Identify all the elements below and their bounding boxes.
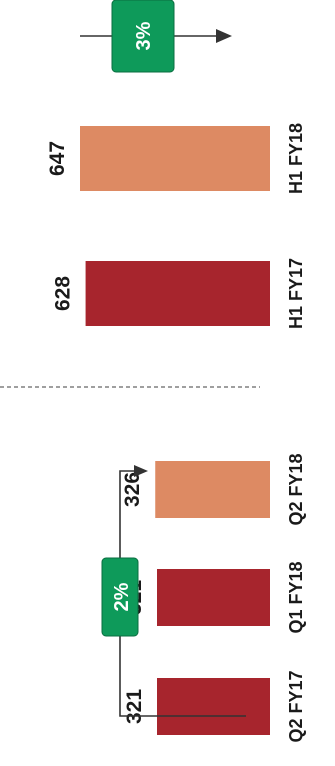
tick-label: Q2 FY17 [286,670,306,742]
growth-badge-1 [101,557,139,637]
bar-h1-fy18 [80,126,270,191]
tick-label: H1 FY17 [286,258,306,329]
growth-badge-2 [111,0,175,73]
value-label: 628 [52,276,75,311]
value-label: 321 [123,689,146,724]
bar-q2-fy17 [157,678,270,735]
value-label: 647 [46,141,69,176]
growth-badge-2-label: 3% [133,21,155,50]
tick-label: H1 FY18 [286,123,306,194]
value-label: 326 [121,472,144,507]
tick-label: Q1 FY18 [286,561,306,633]
arrowhead-1 [134,465,148,477]
bar-h1-fy17 [85,261,270,326]
bar-q1-fy18 [157,569,270,626]
bar-q2-fy18 [155,461,270,518]
arrowhead-2 [216,29,232,43]
growth-badge-1-label: 2% [111,582,133,611]
tick-label: Q2 FY18 [286,453,306,525]
